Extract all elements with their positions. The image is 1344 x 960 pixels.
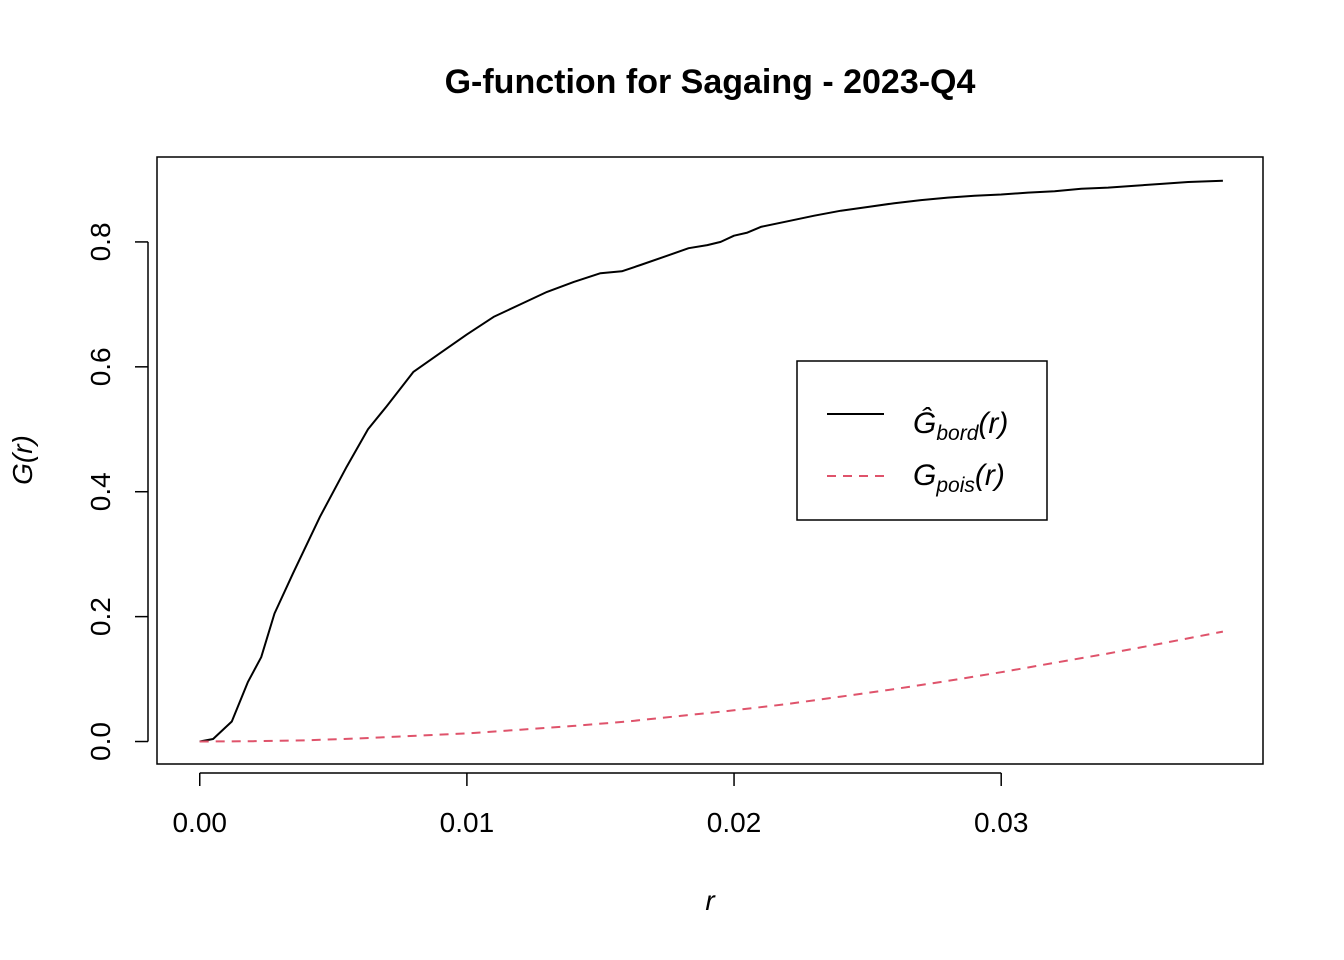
y-tick-label: 0.4 xyxy=(85,472,116,511)
legend-label-gpois-sub: pois xyxy=(935,474,975,497)
x-axis-label: r xyxy=(705,885,716,916)
y-axis: 0.0 0.2 0.4 0.6 0.8 xyxy=(85,222,149,761)
chart-title: G-function for Sagaing - 2023-Q4 xyxy=(445,63,976,101)
y-tick-label: 0.2 xyxy=(85,597,116,636)
y-axis-label-arg: (r) xyxy=(7,435,38,463)
legend-label-gpois-main: G xyxy=(913,459,936,492)
legend-label-gbord-sub: bord xyxy=(936,422,979,445)
legend-box xyxy=(796,360,1048,521)
x-tick-label: 0.03 xyxy=(974,807,1029,838)
series-line-bord xyxy=(199,179,1223,743)
y-tick-label: 0.0 xyxy=(85,722,116,761)
legend-label-gbord: Ĝbord(r) xyxy=(913,406,1008,445)
legend: Ĝbord(r) Gpois(r) xyxy=(796,360,1048,521)
svg-text:G(r): G(r) xyxy=(7,435,38,485)
legend-label-gpois: Gpois(r) xyxy=(913,459,1005,497)
series-layer xyxy=(199,179,1224,743)
y-tick-label: 0.8 xyxy=(85,222,116,261)
x-tick-label: 0.00 xyxy=(172,807,227,838)
legend-label-gpois-arg: (r) xyxy=(975,459,1005,492)
x-axis: 0.00 0.01 0.02 0.03 xyxy=(172,772,1029,838)
series-line-pois xyxy=(199,630,1224,743)
x-tick-label: 0.01 xyxy=(440,807,495,838)
y-axis-label: G(r) xyxy=(7,435,38,485)
y-tick-label: 0.6 xyxy=(85,347,116,386)
legend-label-gbord-arg: (r) xyxy=(978,407,1008,440)
y-axis-label-main: G xyxy=(7,463,38,485)
legend-label-gbord-main: Ĝ xyxy=(913,406,936,440)
plot-frame xyxy=(156,156,1264,765)
x-tick-label: 0.02 xyxy=(707,807,762,838)
